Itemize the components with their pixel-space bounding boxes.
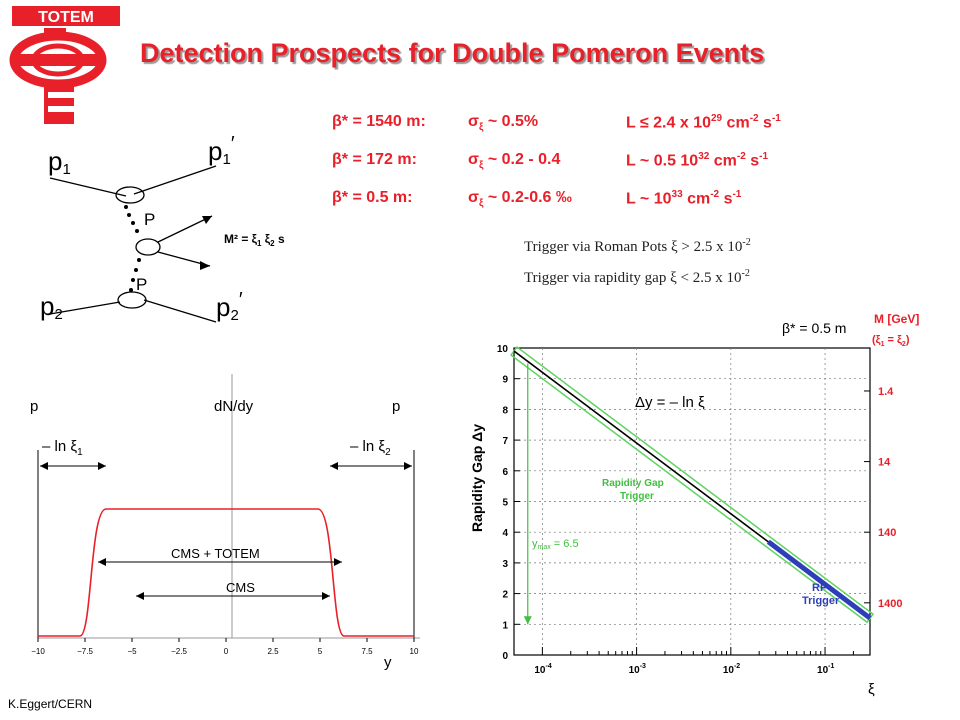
params-block: β* = 1540 m: σξ ~ 0.5% L ≤ 2.4 x 1029 cm… <box>332 113 892 213</box>
y-tick-label: 2 <box>502 590 508 601</box>
x-tick-label: −2.5 <box>171 647 187 656</box>
mass-tick-label: 1400 <box>878 598 902 610</box>
y-tick-label: 1 <box>502 620 508 631</box>
rp-trigger-label-2: Trigger <box>802 595 840 607</box>
arrow-bottom <box>200 261 210 270</box>
param-row-3-beta: β* = 0.5 m: <box>332 189 413 206</box>
label-right-gap: – ln ξ2 <box>350 438 391 458</box>
y-tick-label: 9 <box>502 375 508 386</box>
formula-label: Δy = – ln ξ <box>635 394 705 411</box>
label-p1-prime: p1′ <box>208 133 235 168</box>
pomeron-dots <box>124 205 141 292</box>
param-row-2-sigma: σξ ~ 0.2 - 0.4 <box>468 151 561 172</box>
x-tick-label: 2.5 <box>267 647 279 656</box>
logo-text: TOTEM <box>38 9 94 26</box>
y-tick-label: 8 <box>502 405 508 416</box>
label-pomeron-lower: P <box>136 275 147 294</box>
label-y-axis: y <box>384 654 392 671</box>
label-p-right: p <box>392 398 400 415</box>
feynman-diagram: p1 p1′ P P M² = ξ1 ξ2 s p2 p2′ <box>40 133 285 324</box>
y-tick-label: 0 <box>502 651 508 662</box>
mass-axis-title: M [GeV] <box>874 312 919 326</box>
param-row-3-lum: L ~ 1033 cm-2 s-1 <box>626 189 742 208</box>
param-row-1-beta: β* = 1540 m: <box>332 113 426 130</box>
totem-logo: TOTEM <box>8 4 124 132</box>
gap-trigger-label-2: Trigger <box>620 491 654 502</box>
param-row-2-lum: L ~ 0.5 1032 cm-2 s-1 <box>626 151 769 170</box>
x-axis-title: ξ <box>868 681 875 698</box>
rapidity-gap-chart: 0 1 2 3 4 5 6 7 8 9 10 10-4 10-3 10-2 10-1 1.4 14 140 14… <box>469 312 919 698</box>
central-vertex <box>135 238 161 256</box>
y-tick-label: 5 <box>502 498 508 509</box>
y-axis-title: Rapidity Gap Δy <box>469 424 485 532</box>
label-p-left: p <box>30 398 38 415</box>
p1-outgoing-line <box>133 165 217 195</box>
x-tick-group: −10 −7.5 −5 −2.5 0 2.5 5 7.5 10 <box>31 638 419 656</box>
rapidity-distribution-plot: −10 −7.5 −5 −2.5 0 2.5 5 7.5 10 p p dN/dy – ln ξ… <box>30 374 420 671</box>
trigger-roman-pots: Trigger via Roman Pots ξ > 2.5 x 10-2 <box>524 237 751 255</box>
mass-tick-group: 1.4 14 140 1400 <box>864 386 902 610</box>
x-tick-label: −7.5 <box>77 647 93 656</box>
x-tick-label: 10-4 <box>534 663 551 676</box>
x-tick-label: 5 <box>318 647 323 656</box>
rp-trigger-segment <box>766 539 872 621</box>
x-tick-group: 10-4 10-3 10-2 10-1 <box>534 647 854 676</box>
x-tick-label: 0 <box>224 647 229 656</box>
page-title: Detection Prospects for Double Pomeron E… <box>140 38 765 68</box>
y-tick-label: 3 <box>502 559 508 570</box>
gap-trigger-label-1: Rapidity Gap <box>602 478 664 489</box>
x-tick-label: 10-1 <box>817 663 834 676</box>
param-row-1-lum: L ≤ 2.4 x 1029 cm-2 s-1 <box>626 113 781 132</box>
ymax-arrowhead <box>523 616 532 625</box>
x-tick-label: −10 <box>31 647 45 656</box>
ymax-label: ymax = 6.5 <box>532 538 579 551</box>
label-cms-totem: CMS + TOTEM <box>171 546 260 561</box>
x-tick-label: 10 <box>410 647 419 656</box>
mass-tick-label: 140 <box>878 527 896 539</box>
p2-incoming-line <box>49 301 121 315</box>
label-dndy: dN/dy <box>214 398 254 415</box>
label-cms: CMS <box>226 580 255 595</box>
upper-vertex <box>115 186 145 204</box>
param-row-3-sigma: σξ ~ 0.2-0.6 ‰ <box>468 189 572 210</box>
p1-incoming-line <box>49 177 127 197</box>
label-p1: p1 <box>48 146 71 178</box>
trigger-rapidity-gap: Trigger via rapidity gap ξ < 2.5 x 10-2 <box>524 268 750 286</box>
y-tick-label: 7 <box>502 436 508 447</box>
dndy-curve <box>38 508 414 637</box>
gap-trigger-band <box>509 346 875 624</box>
y-tick-label: 4 <box>502 528 508 539</box>
x-tick-label: −5 <box>127 647 137 656</box>
totem-logo-graphic: TOTEM <box>9 6 120 124</box>
beta-label: β* = 0.5 m <box>782 320 846 336</box>
mass-tick-label: 14 <box>878 457 891 469</box>
y-tick-label: 10 <box>497 344 509 355</box>
p2-outgoing-line <box>143 299 217 323</box>
footer-credit: K.Eggert/CERN <box>8 697 93 711</box>
lower-vertex <box>117 291 147 309</box>
x-tick-label: 10-2 <box>723 663 740 676</box>
y-tick-group: 0 1 2 3 4 5 6 7 8 9 10 <box>497 344 520 662</box>
label-left-gap: – ln ξ1 <box>42 438 83 458</box>
label-mass: M² = ξ1 ξ2 s <box>224 232 285 248</box>
label-pomeron-upper: P <box>144 210 155 229</box>
x-tick-label: 10-3 <box>629 663 646 676</box>
grid-lines <box>514 348 870 655</box>
mass-tick-label: 1.4 <box>878 386 894 398</box>
param-row-2-beta: β* = 172 m: <box>332 151 417 168</box>
label-p2: p2 <box>40 291 63 323</box>
mass-axis-subtitle: (ξ1 = ξ2) <box>872 334 910 348</box>
param-row-1-sigma: σξ ~ 0.5% <box>468 113 539 134</box>
arrow-top <box>202 216 212 224</box>
central-out-top <box>157 215 213 243</box>
rp-trigger-label-1: RP <box>812 582 827 594</box>
y-tick-label: 6 <box>502 467 508 478</box>
label-p2-prime: p2′ <box>216 289 243 324</box>
x-tick-label: 7.5 <box>361 647 373 656</box>
